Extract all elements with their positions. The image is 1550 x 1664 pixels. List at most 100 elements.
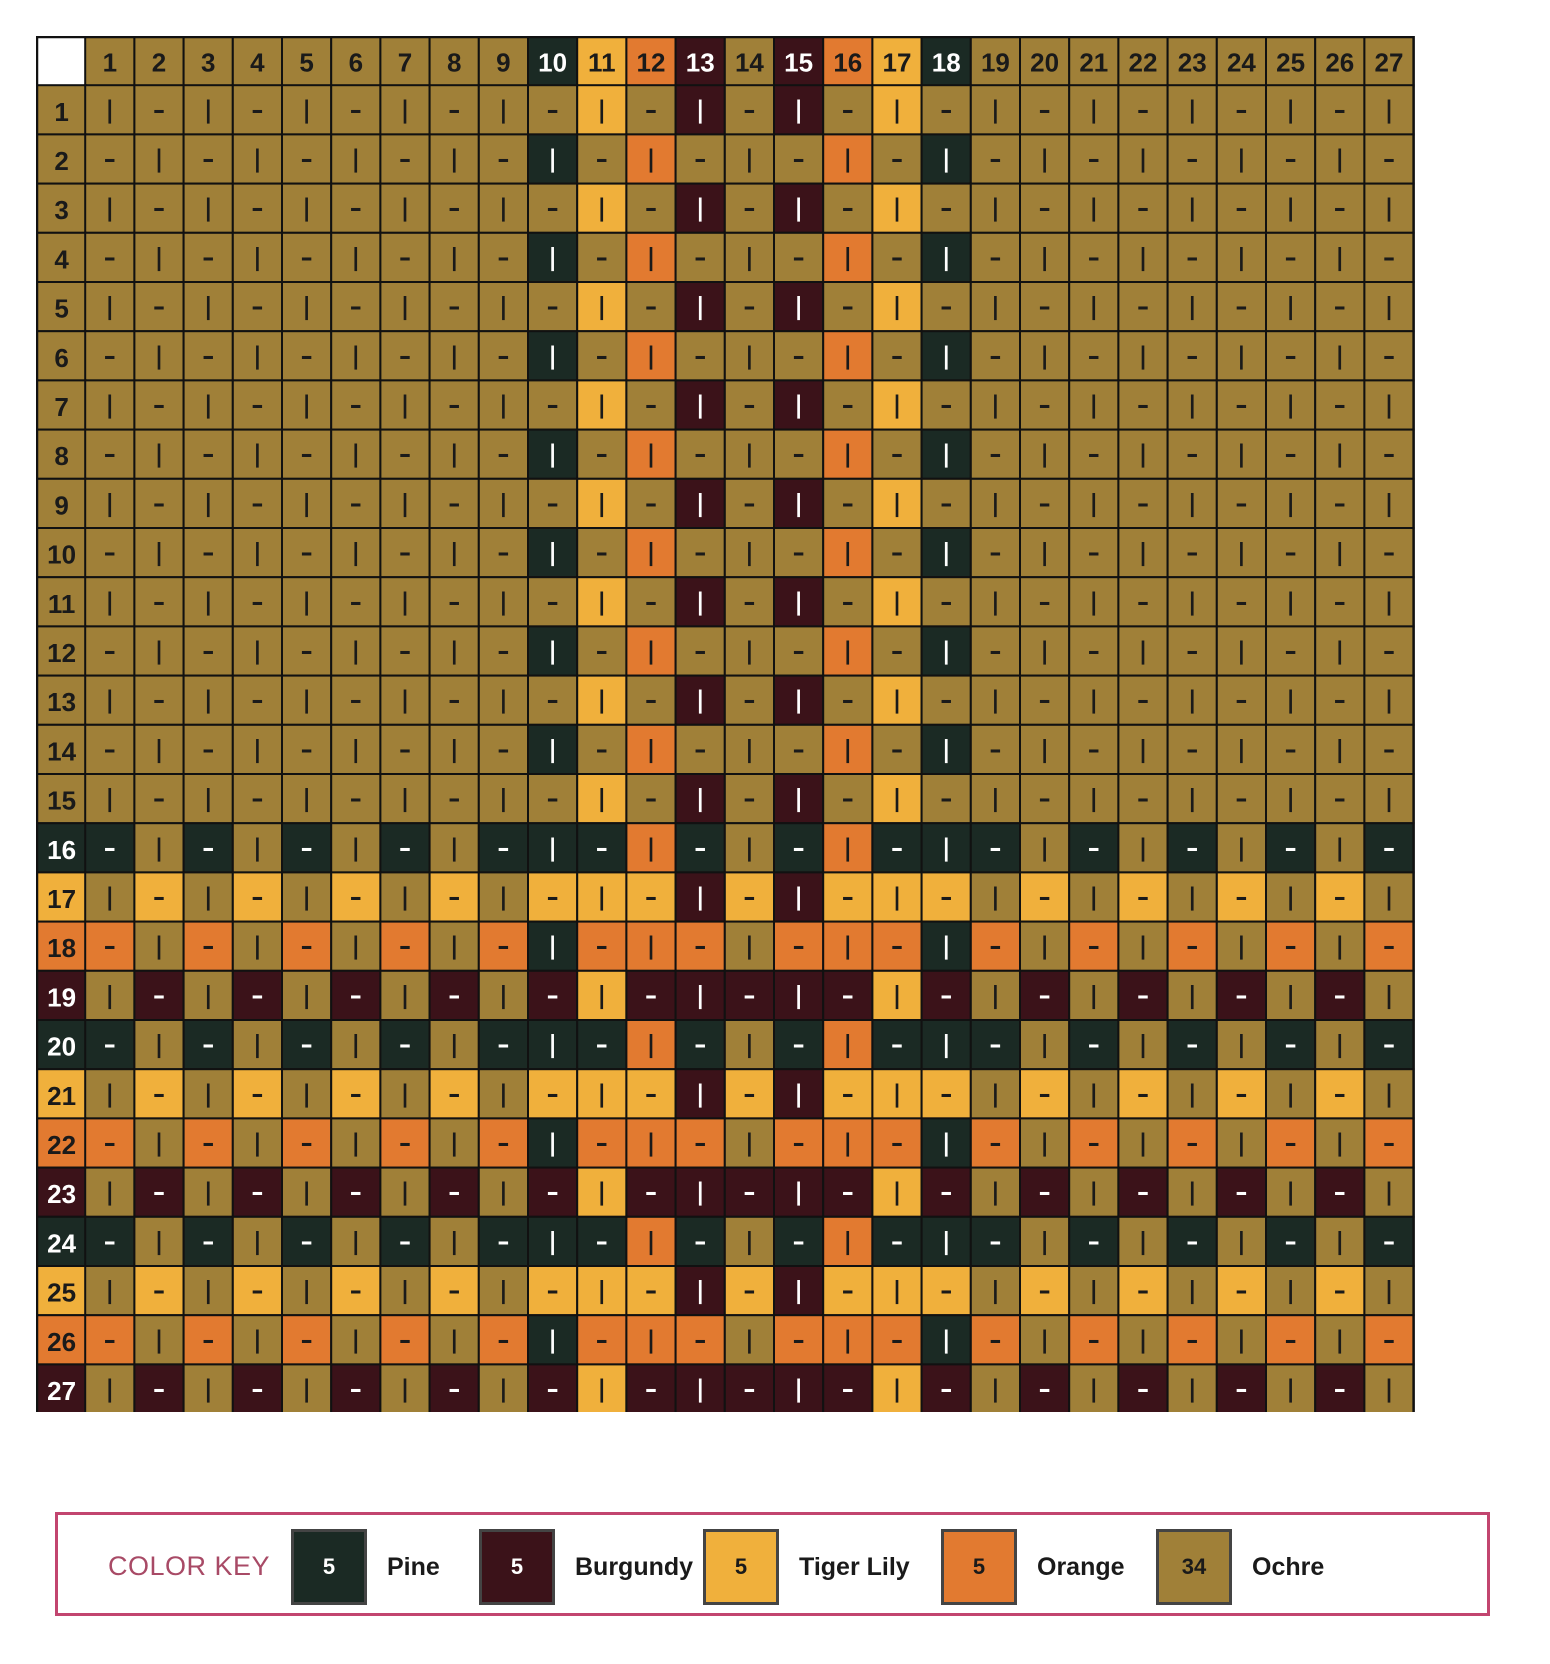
grid-cell xyxy=(84,1117,136,1169)
cell-mark: | xyxy=(155,932,164,960)
cell-mark: – xyxy=(1039,686,1051,714)
row-header xyxy=(36,969,88,1021)
grid-cell xyxy=(1166,1314,1218,1366)
row-header-label: 12 xyxy=(47,638,76,668)
pine-label: Pine xyxy=(387,1553,440,1581)
cell-mark: | xyxy=(1040,932,1049,960)
cell-mark: | xyxy=(1139,1326,1148,1354)
cell-mark: – xyxy=(645,883,657,911)
cell-mark: – xyxy=(547,588,559,616)
cell-mark: | xyxy=(155,145,164,173)
cell-mark: | xyxy=(1237,932,1246,960)
row-header-label: 16 xyxy=(47,835,76,865)
grid-cell xyxy=(84,428,136,480)
cell-mark: – xyxy=(842,391,854,419)
cell-mark: | xyxy=(204,981,213,1009)
cell-mark: – xyxy=(104,1031,116,1059)
grid-cell xyxy=(182,182,234,234)
cell-mark: – xyxy=(399,1129,411,1157)
cell-mark: – xyxy=(743,883,755,911)
cell-mark: | xyxy=(745,539,754,567)
row-header-label: 9 xyxy=(54,490,68,520)
cell-mark: | xyxy=(1237,1326,1246,1354)
grid-cell xyxy=(1215,1215,1268,1268)
column-header xyxy=(1019,36,1071,88)
grid-cell xyxy=(1068,379,1120,431)
cell-mark: | xyxy=(450,145,459,173)
cell-mark: | xyxy=(1188,588,1197,616)
cell-mark: – xyxy=(497,1031,509,1059)
cell-mark: | xyxy=(548,637,557,665)
cell-mark: | xyxy=(1335,932,1344,960)
cell-mark: | xyxy=(696,293,705,321)
grid-cell xyxy=(625,1363,677,1412)
cell-mark: | xyxy=(696,391,705,419)
grid-cell xyxy=(281,1314,333,1366)
cell-mark: – xyxy=(694,735,706,763)
cell-mark: | xyxy=(1040,145,1049,173)
row-header-label: 27 xyxy=(47,1376,76,1406)
grid-cell xyxy=(1314,723,1366,775)
grid-cell xyxy=(1117,379,1169,431)
cell-mark: | xyxy=(1139,1129,1148,1157)
cell-mark: – xyxy=(202,637,214,665)
cell-mark: – xyxy=(202,1227,214,1255)
grid-cell xyxy=(428,576,480,628)
column-header xyxy=(527,36,579,88)
grid-cell xyxy=(576,527,628,579)
grid-cell xyxy=(1363,576,1415,628)
cell-mark: – xyxy=(1137,1178,1149,1206)
cell-mark: – xyxy=(842,883,854,911)
grid-cell xyxy=(576,1363,628,1412)
grid-cell xyxy=(1117,133,1169,185)
column-header-label: 5 xyxy=(299,48,313,78)
grid-cell xyxy=(871,231,923,284)
cell-mark: – xyxy=(645,1277,657,1305)
cell-mark: | xyxy=(1335,637,1344,665)
grid-cell xyxy=(182,1117,234,1169)
cell-mark: | xyxy=(1335,145,1344,173)
cell-mark: | xyxy=(548,539,557,567)
cell-mark: – xyxy=(743,96,755,124)
cell-mark: | xyxy=(302,883,311,911)
grid-cell xyxy=(428,231,480,284)
tiger-lily-swatch: 5 xyxy=(703,1529,779,1605)
cell-mark: – xyxy=(1334,981,1346,1009)
grid-cell xyxy=(1265,428,1317,480)
cell-mark: | xyxy=(991,883,1000,911)
column-header-label: 27 xyxy=(1375,48,1404,78)
cell-mark: – xyxy=(104,145,116,173)
row-header-label: 7 xyxy=(54,392,68,422)
grid-cell xyxy=(527,379,579,431)
cell-mark: | xyxy=(1237,834,1246,862)
grid-cell xyxy=(1117,281,1169,333)
grid-cell xyxy=(1019,1166,1071,1218)
cell-mark: – xyxy=(547,1080,559,1108)
cell-mark: – xyxy=(399,342,411,370)
cell-mark: | xyxy=(1188,96,1197,124)
column-header-label: 3 xyxy=(201,48,215,78)
cell-mark: – xyxy=(743,1277,755,1305)
grid-cell xyxy=(773,920,825,972)
grid-cell xyxy=(330,576,382,628)
column-header xyxy=(871,36,923,88)
grid-cell xyxy=(576,1215,628,1268)
cell-mark: – xyxy=(793,1227,805,1255)
cell-mark: | xyxy=(450,735,459,763)
cell-mark: | xyxy=(1089,489,1098,517)
grid-cell xyxy=(1117,822,1169,874)
cell-mark: – xyxy=(497,539,509,567)
cell-mark: – xyxy=(1285,637,1297,665)
cell-mark: – xyxy=(1137,785,1149,813)
grid-cell xyxy=(1363,1363,1415,1412)
grid-cell xyxy=(773,871,825,923)
grid-cell xyxy=(182,133,234,185)
cell-mark: | xyxy=(105,785,114,813)
grid-cell xyxy=(1215,1117,1268,1169)
cell-mark: – xyxy=(1235,981,1247,1009)
grid-cell xyxy=(379,281,431,333)
cell-mark: | xyxy=(991,293,1000,321)
cell-mark: | xyxy=(1335,243,1344,271)
cell-mark: | xyxy=(1286,785,1295,813)
cell-mark: | xyxy=(253,1031,262,1059)
